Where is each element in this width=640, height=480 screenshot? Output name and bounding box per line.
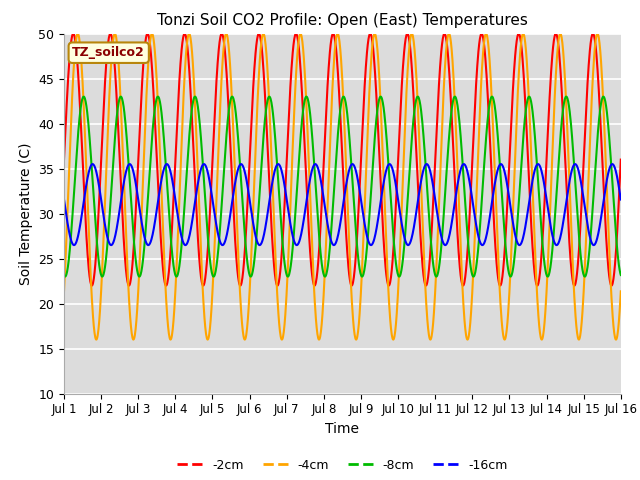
X-axis label: Time: Time (325, 422, 360, 436)
Y-axis label: Soil Temperature (C): Soil Temperature (C) (19, 143, 33, 285)
Legend: -2cm, -4cm, -8cm, -16cm: -2cm, -4cm, -8cm, -16cm (172, 454, 513, 477)
Text: TZ_soilco2: TZ_soilco2 (72, 46, 145, 59)
Title: Tonzi Soil CO2 Profile: Open (East) Temperatures: Tonzi Soil CO2 Profile: Open (East) Temp… (157, 13, 528, 28)
